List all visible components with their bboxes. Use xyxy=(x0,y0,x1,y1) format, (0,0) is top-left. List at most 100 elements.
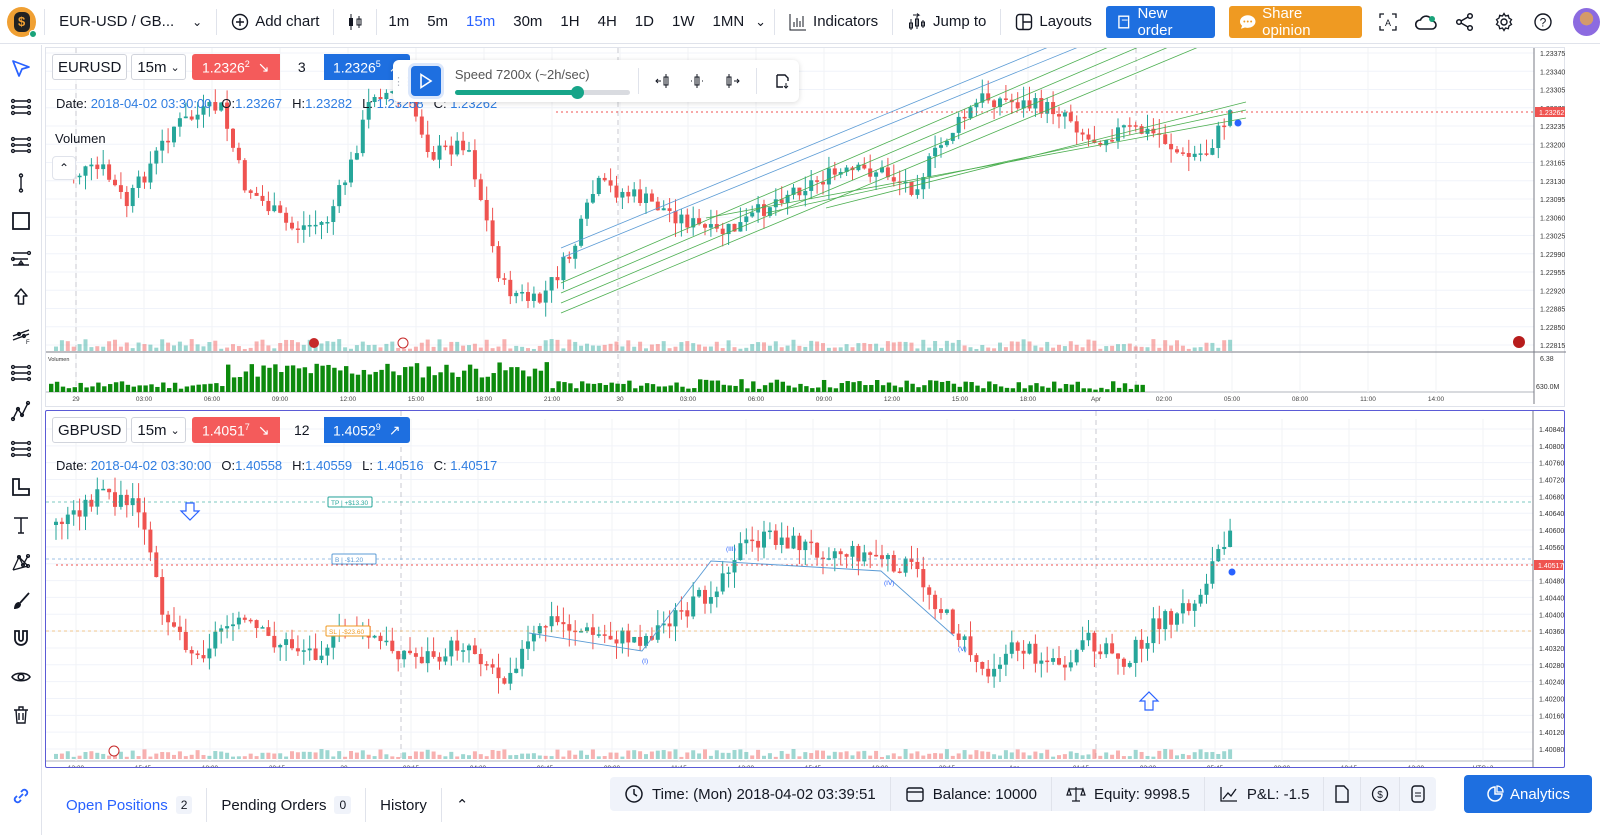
svg-text:1.40800: 1.40800 xyxy=(1539,444,1564,451)
chart2-symbol[interactable]: GBPUSD xyxy=(52,417,128,443)
tab-pending-orders[interactable]: Pending Orders 0 xyxy=(207,788,367,822)
indicators-icon xyxy=(789,13,807,30)
cursor-tool[interactable] xyxy=(5,53,37,85)
magnet-tool[interactable] xyxy=(5,623,37,655)
collapse-indicators-button[interactable]: ⌃ xyxy=(52,156,76,180)
notes-button[interactable] xyxy=(1400,777,1436,811)
svg-text:1.23262: 1.23262 xyxy=(1539,110,1564,117)
timeframe-1d[interactable]: 1D xyxy=(634,13,654,30)
timeframe-4h[interactable]: 4H xyxy=(597,13,617,30)
dollar-button[interactable]: $ xyxy=(1361,777,1401,811)
pitchfork-tool[interactable] xyxy=(5,357,37,389)
share-opinion-button[interactable]: Share opinion xyxy=(1228,5,1363,39)
delete-tool[interactable] xyxy=(5,699,37,731)
gbpusd-candlestick-chart[interactable]: 1.40840 1.40800 1.40760 1.40720 1.40680 1.406… xyxy=(46,411,1564,767)
add-chart-button[interactable]: Add chart xyxy=(225,6,325,38)
current-bar-button[interactable] xyxy=(684,67,712,95)
vertical-line-tool[interactable] xyxy=(5,167,37,199)
help-button[interactable]: ? xyxy=(1524,6,1563,38)
svg-text:09:00: 09:00 xyxy=(604,765,621,767)
fib-retracement-tool[interactable] xyxy=(5,243,37,275)
layouts-button[interactable]: Layouts xyxy=(1009,6,1098,38)
chart2-sell-button[interactable]: 1.40517 ↘ xyxy=(191,417,280,443)
avatar[interactable] xyxy=(1572,7,1600,36)
timeframe-1w[interactable]: 1W xyxy=(671,13,695,30)
svg-text:08:00: 08:00 xyxy=(1274,765,1291,767)
chart2-quantity[interactable]: 12 xyxy=(293,422,310,438)
svg-text:B | -$1.20: B | -$1.20 xyxy=(335,557,363,564)
svg-text:11:15: 11:15 xyxy=(671,765,687,767)
chart2-buy-button[interactable]: 1.40529 ↗ xyxy=(323,417,410,443)
symbol-selector[interactable]: EUR-USD / GB... ⌄ xyxy=(59,13,203,30)
vertical-line-icon xyxy=(18,173,24,193)
channel-2-tool[interactable] xyxy=(5,433,37,465)
speed-slider[interactable] xyxy=(454,86,630,99)
elliott-wave-tool[interactable] xyxy=(5,395,37,427)
svg-text:30: 30 xyxy=(340,765,348,767)
report-button[interactable] xyxy=(1324,777,1362,811)
chart-pane-eurusd[interactable]: 1.233751.233401.233051.232701.232351.232… xyxy=(45,47,1566,407)
arrow-tool[interactable] xyxy=(5,281,37,313)
svg-text:1.23130: 1.23130 xyxy=(1540,179,1565,186)
exit-replay-button[interactable] xyxy=(768,67,796,95)
timeframe-more-chevron-icon[interactable]: ⌄ xyxy=(755,13,767,29)
svg-text:15:45: 15:45 xyxy=(135,765,152,767)
svg-text:1.23060: 1.23060 xyxy=(1540,215,1565,222)
step-back-button[interactable] xyxy=(650,67,678,95)
new-order-button[interactable]: New order xyxy=(1105,5,1215,39)
step-forward-button[interactable] xyxy=(717,67,745,95)
volume-indicator-label[interactable]: Volumen xyxy=(55,131,106,146)
svg-text:1.22990: 1.22990 xyxy=(1540,252,1565,259)
timeframe-5m[interactable]: 5m xyxy=(427,13,449,30)
pattern-tool[interactable] xyxy=(5,547,37,579)
timeframe-15m[interactable]: 15m xyxy=(466,13,496,30)
speed-slider-knob[interactable] xyxy=(571,86,585,99)
link-icon[interactable] xyxy=(10,785,32,807)
tab-open-positions[interactable]: Open Positions 2 xyxy=(42,788,208,822)
channel-tool[interactable] xyxy=(5,129,37,161)
expand-panel-button[interactable]: ⌃ xyxy=(442,788,483,822)
analytics-button[interactable]: Analytics xyxy=(1464,775,1592,813)
document-icon xyxy=(1335,785,1350,803)
elliott-wave-icon xyxy=(10,400,31,422)
parallel-channel-tool[interactable] xyxy=(5,91,37,123)
text-recognition-button[interactable]: A xyxy=(1368,6,1407,38)
svg-text:12:30: 12:30 xyxy=(1408,765,1425,767)
chart-pane-gbpusd[interactable]: 1.40840 1.40800 1.40760 1.40720 1.40680 1.406… xyxy=(45,410,1565,768)
chart2-timeframe-select[interactable]: 15m ⌄ xyxy=(131,417,186,443)
chart1-symbol[interactable]: EURUSD xyxy=(52,54,128,80)
timeframe-30m[interactable]: 30m xyxy=(513,13,543,30)
chevron-up-icon: ⌃ xyxy=(58,161,70,175)
text-tool[interactable] xyxy=(5,509,37,541)
chart1-timeframe-select[interactable]: 15m ⌄ xyxy=(131,54,186,80)
app-logo[interactable]: $ xyxy=(7,6,38,38)
svg-text:1.40760: 1.40760 xyxy=(1539,461,1564,468)
play-button[interactable] xyxy=(411,66,441,96)
svg-text:1.40160: 1.40160 xyxy=(1539,713,1564,720)
chart1-sell-button[interactable]: 1.23262 ↘ xyxy=(191,54,280,80)
svg-text:6.38: 6.38 xyxy=(1540,356,1554,363)
svg-text:1.40360: 1.40360 xyxy=(1539,629,1564,636)
chart-type-button[interactable] xyxy=(342,6,368,38)
rectangle-tool[interactable] xyxy=(5,205,37,237)
timeframe-1h[interactable]: 1H xyxy=(560,13,580,30)
svg-text:06:00: 06:00 xyxy=(748,396,765,403)
settings-button[interactable] xyxy=(1485,6,1524,38)
ruler-tool[interactable] xyxy=(5,471,37,503)
drag-handle-icon[interactable]: ⋮⋮ xyxy=(393,75,414,88)
cloud-sync-button[interactable] xyxy=(1407,6,1446,38)
svg-text:09:00: 09:00 xyxy=(272,396,289,403)
fib-fan-tool[interactable]: F xyxy=(5,319,37,351)
jump-to-button[interactable]: Jump to xyxy=(901,6,992,38)
brush-tool[interactable] xyxy=(5,585,37,617)
timeframe-1m[interactable]: 1m xyxy=(388,13,410,30)
visibility-tool[interactable] xyxy=(5,661,37,693)
svg-text:1.40680: 1.40680 xyxy=(1539,494,1564,501)
tab-history[interactable]: History xyxy=(366,788,442,822)
svg-text:12:00: 12:00 xyxy=(340,396,357,403)
chart1-quantity[interactable]: 3 xyxy=(297,59,306,75)
timeframe-1mn[interactable]: 1MN xyxy=(712,13,745,30)
share-button[interactable] xyxy=(1446,6,1485,38)
svg-text:15:00: 15:00 xyxy=(952,396,969,403)
indicators-button[interactable]: Indicators xyxy=(783,6,884,38)
